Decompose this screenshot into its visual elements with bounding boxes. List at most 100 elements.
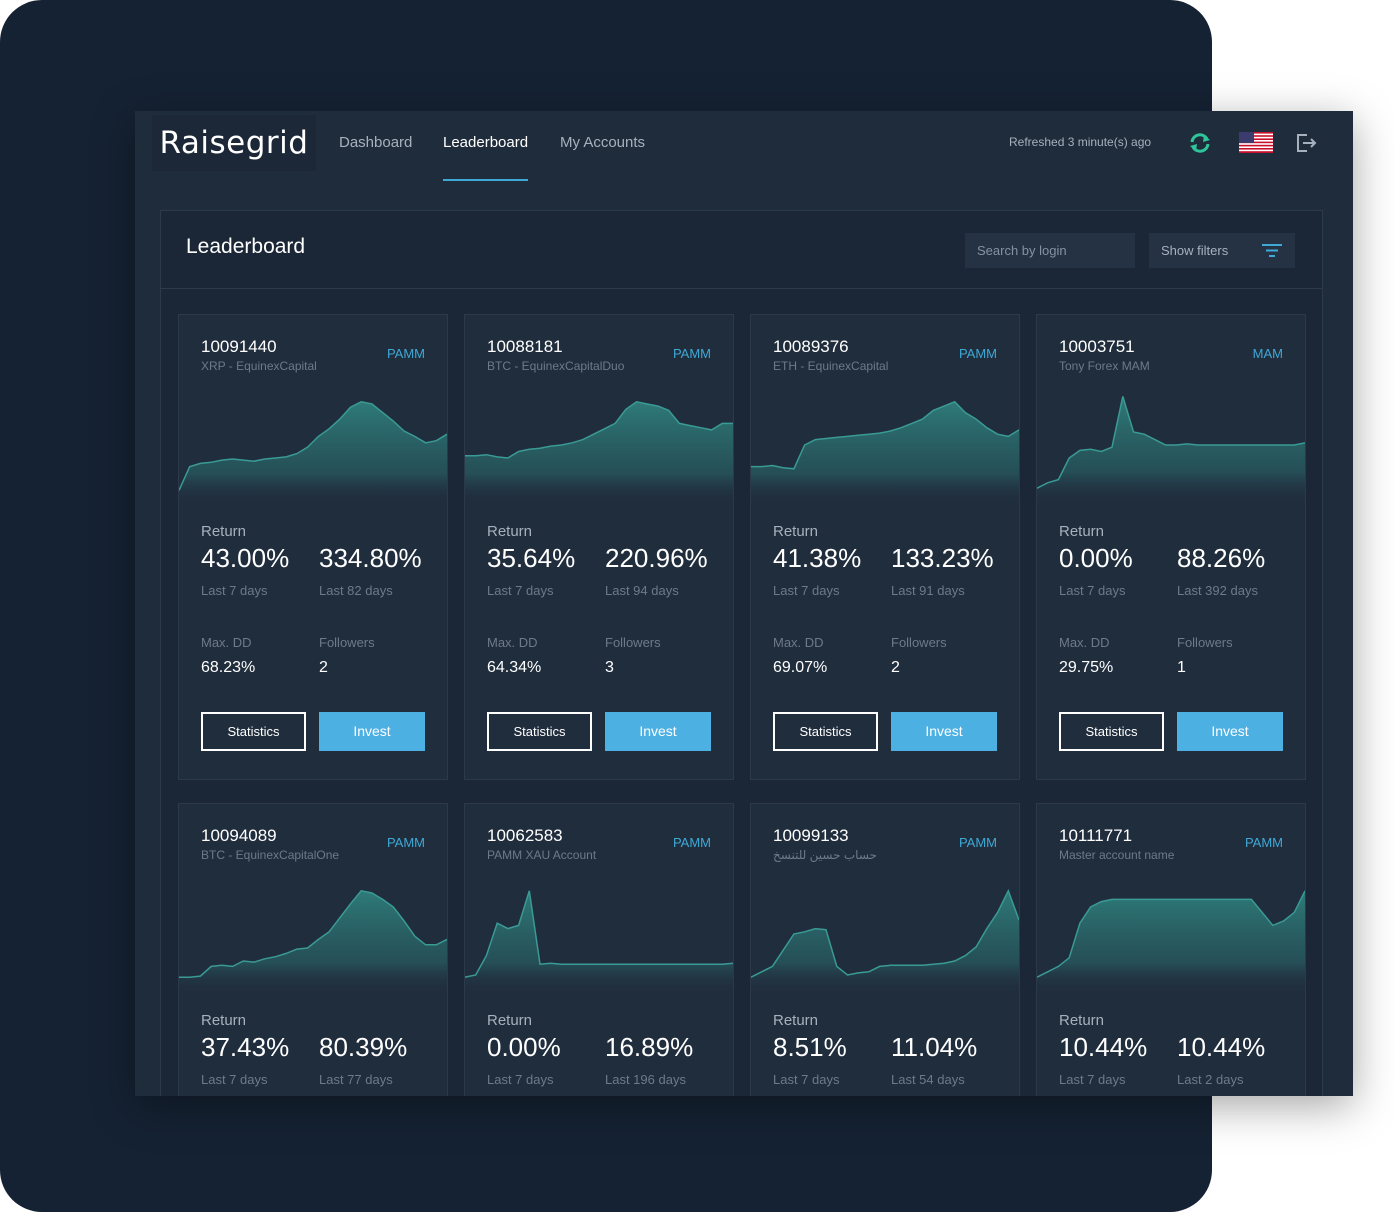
return-label: Return (1059, 1012, 1105, 1029)
account-type-badge: PAMM (1244, 835, 1283, 850)
sparkline-line (751, 400, 1019, 470)
followers-label: Followers (1177, 635, 1233, 650)
sparkline-area (179, 890, 447, 994)
period-7-days-label: Last 7 days (1059, 1072, 1126, 1087)
account-type-badge: PAMM (958, 346, 997, 361)
show-filters-button[interactable]: Show filters (1149, 233, 1295, 268)
period-total-label: Last 94 days (605, 583, 679, 598)
max-dd-value: 64.34% (487, 659, 542, 676)
logo[interactable]: Raisegrid (152, 115, 316, 171)
account-card: 10094089 BTC - EquinexCapitalOne PAMM Re… (178, 803, 448, 1096)
app-window: Raisegrid Dashboard Leaderboard My Accou… (135, 111, 1353, 1096)
account-card: 10111771 Master account name PAMM Return… (1036, 803, 1306, 1096)
account-name: حساب حسين للتنسخ (773, 848, 877, 862)
return-label: Return (1059, 523, 1105, 540)
period-total-label: Last 82 days (319, 583, 393, 598)
invest-button[interactable]: Invest (605, 712, 711, 751)
return-7-days: 35.64% (487, 543, 576, 573)
return-total: 10.44% (1177, 1032, 1266, 1062)
return-label: Return (487, 1012, 533, 1029)
leaderboard-panel: Leaderboard Show filters 10091440 XRP - … (160, 210, 1323, 1096)
period-total-label: Last 77 days (319, 1072, 393, 1087)
followers-label: Followers (605, 635, 661, 650)
invest-button[interactable]: Invest (1177, 712, 1283, 751)
account-id: 10062583 (487, 826, 563, 845)
return-7-days: 41.38% (773, 543, 862, 573)
top-bar: Raisegrid Dashboard Leaderboard My Accou… (135, 111, 1353, 181)
account-card: 10003751 Tony Forex MAM MAM Return 0.00%… (1036, 314, 1306, 780)
page-title: Leaderboard (186, 235, 306, 258)
period-7-days-label: Last 7 days (773, 1072, 840, 1087)
nav-leaderboard[interactable]: Leaderboard (443, 111, 529, 181)
max-dd-label: Max. DD (201, 635, 252, 650)
equity-sparkline (179, 401, 447, 505)
statistics-button[interactable]: Statistics (773, 712, 878, 751)
equity-sparkline (751, 400, 1019, 505)
filter-icon (1262, 244, 1282, 257)
sparkline-line (465, 890, 733, 978)
return-label: Return (773, 1012, 819, 1029)
account-card: 10089376 ETH - EquinexCapital PAMM Retur… (750, 314, 1020, 780)
return-7-days: 10.44% (1059, 1032, 1148, 1062)
sparkline-line (1037, 890, 1305, 978)
account-card: 10091440 XRP - EquinexCapital PAMM Retur… (178, 314, 448, 780)
account-name: BTC - EquinexCapitalDuo (487, 359, 625, 373)
search-input[interactable] (965, 233, 1135, 268)
return-total: 11.04% (891, 1032, 978, 1062)
period-7-days-label: Last 7 days (487, 1072, 554, 1087)
invest-button[interactable]: Invest (891, 712, 997, 751)
return-total: 220.96% (605, 543, 708, 573)
refresh-icon[interactable] (1188, 132, 1212, 154)
period-7-days-label: Last 7 days (487, 583, 554, 598)
show-filters-label: Show filters (1161, 243, 1229, 258)
equity-sparkline (179, 889, 447, 994)
period-7-days-label: Last 7 days (201, 1072, 268, 1087)
followers-value: 1 (1177, 659, 1186, 676)
nav-dashboard[interactable]: Dashboard (339, 111, 412, 181)
statistics-button[interactable]: Statistics (1059, 712, 1164, 751)
period-total-label: Last 2 days (1177, 1072, 1244, 1087)
max-dd-value: 68.23% (201, 659, 256, 676)
period-7-days-label: Last 7 days (201, 583, 268, 598)
nav-my-accounts[interactable]: My Accounts (560, 111, 645, 181)
nav-dashboard-label: Dashboard (339, 134, 413, 151)
logout-icon[interactable] (1295, 132, 1317, 154)
invest-button[interactable]: Invest (319, 712, 425, 751)
account-card: 10088181 BTC - EquinexCapitalDuo PAMM Re… (464, 314, 734, 780)
return-7-days: 8.51% (773, 1032, 847, 1062)
followers-label: Followers (319, 635, 375, 650)
account-type-badge: PAMM (672, 835, 711, 850)
return-label: Return (773, 523, 819, 540)
sparkline-area (751, 890, 1019, 994)
account-type-badge: PAMM (386, 835, 425, 850)
equity-sparkline (465, 400, 733, 505)
statistics-button[interactable]: Statistics (201, 712, 306, 751)
account-name: PAMM XAU Account (487, 848, 597, 862)
sparkline-area (465, 401, 733, 505)
refresh-status: Refreshed 3 minute(s) ago (1009, 135, 1152, 149)
sparkline-line (179, 889, 447, 978)
sparkline-line (179, 401, 447, 491)
statistics-button[interactable]: Statistics (487, 712, 592, 751)
account-card: 10099133 حساب حسين للتنسخ PAMM Return 8.… (750, 803, 1020, 1096)
return-7-days: 37.43% (201, 1032, 290, 1062)
return-7-days: 43.00% (201, 543, 290, 573)
sparkline-area (1037, 396, 1305, 505)
account-id: 10088181 (487, 337, 563, 356)
account-type-badge: PAMM (958, 835, 997, 850)
account-name: Master account name (1059, 848, 1175, 862)
us-flag-icon[interactable] (1239, 132, 1273, 153)
return-label: Return (201, 1012, 247, 1029)
return-total: 334.80% (319, 543, 422, 573)
account-id: 10094089 (201, 826, 277, 845)
account-name: XRP - EquinexCapital (201, 359, 317, 373)
logo-text: Raisegrid (159, 125, 309, 161)
max-dd-label: Max. DD (1059, 635, 1110, 650)
max-dd-value: 69.07% (773, 659, 828, 676)
sparkline-line (751, 888, 1019, 978)
account-card: 10062583 PAMM XAU Account PAMM Return 0.… (464, 803, 734, 1096)
sparkline-area (179, 401, 447, 505)
sparkline-line (1037, 396, 1305, 489)
period-total-label: Last 91 days (891, 583, 965, 598)
leaderboard-header: Leaderboard Show filters (161, 211, 1322, 289)
